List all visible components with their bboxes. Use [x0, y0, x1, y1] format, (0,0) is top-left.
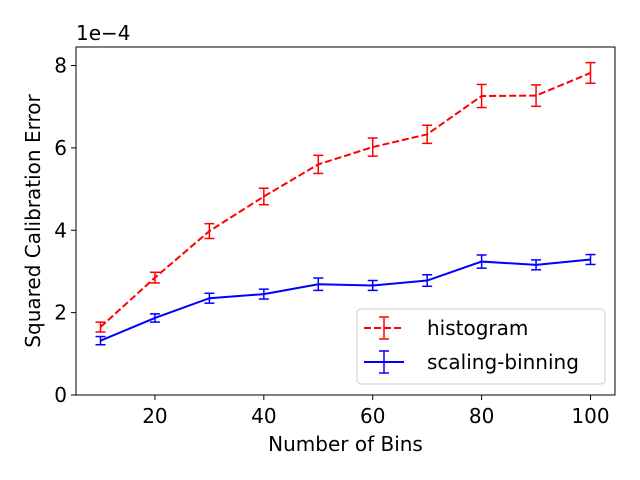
legend-entries: histogram scaling-binning: [364, 316, 579, 374]
x-tick-label: 60: [360, 404, 385, 428]
error-bar: [95, 321, 106, 333]
error-bar: [422, 273, 433, 288]
plot-frame: [75, 46, 616, 396]
y-tick-label: 2: [54, 301, 67, 325]
error-bar: [258, 187, 269, 206]
x-tick-label: 20: [142, 404, 167, 428]
series-scaling-binning: [95, 253, 596, 346]
error-bar: [422, 124, 433, 145]
y-axis-label: Squared Calibration Error: [21, 94, 45, 348]
error-bar: [531, 259, 542, 271]
x-axis: 20 40 60 80 100: [142, 395, 610, 428]
series-line-scaling-binning: [100, 258, 591, 342]
error-bar: [476, 83, 487, 109]
legend-box: [356, 308, 606, 385]
error-bar: [476, 254, 487, 269]
y-tick-label: 4: [54, 218, 67, 242]
error-bar: [204, 222, 215, 240]
x-tick-label: 40: [251, 404, 276, 428]
error-bar: [585, 253, 596, 266]
legend-label: histogram: [427, 316, 528, 340]
series-histogram: [95, 61, 596, 333]
error-bar: [585, 61, 596, 84]
legend-label: scaling-binning: [427, 350, 579, 374]
error-bar: [149, 313, 160, 323]
error-bar: [531, 84, 542, 108]
y-offset-label: 1e−4: [76, 21, 131, 45]
x-axis-label: Number of Bins: [268, 432, 423, 456]
error-bar: [204, 292, 215, 304]
error-bar: [313, 154, 324, 175]
legend: histogram scaling-binning: [356, 308, 606, 385]
error-bar: [149, 271, 160, 284]
y-tick-label: 6: [54, 136, 67, 160]
x-tick-label: 100: [571, 404, 609, 428]
error-bar: [367, 279, 378, 292]
series-layer: [95, 61, 596, 346]
series-line-histogram: [99, 72, 591, 328]
error-bar: [313, 277, 324, 292]
error-bar: [258, 288, 269, 300]
error-bar: [367, 137, 378, 157]
legend-entry-histogram: histogram: [364, 316, 528, 340]
error-bar: [95, 335, 106, 346]
y-tick-label: 8: [54, 54, 67, 78]
legend-entry-scaling-binning: scaling-binning: [364, 350, 579, 374]
y-axis: 0 2 4 6 8: [54, 54, 76, 407]
y-tick-label: 0: [54, 383, 67, 407]
x-tick-label: 80: [469, 404, 494, 428]
